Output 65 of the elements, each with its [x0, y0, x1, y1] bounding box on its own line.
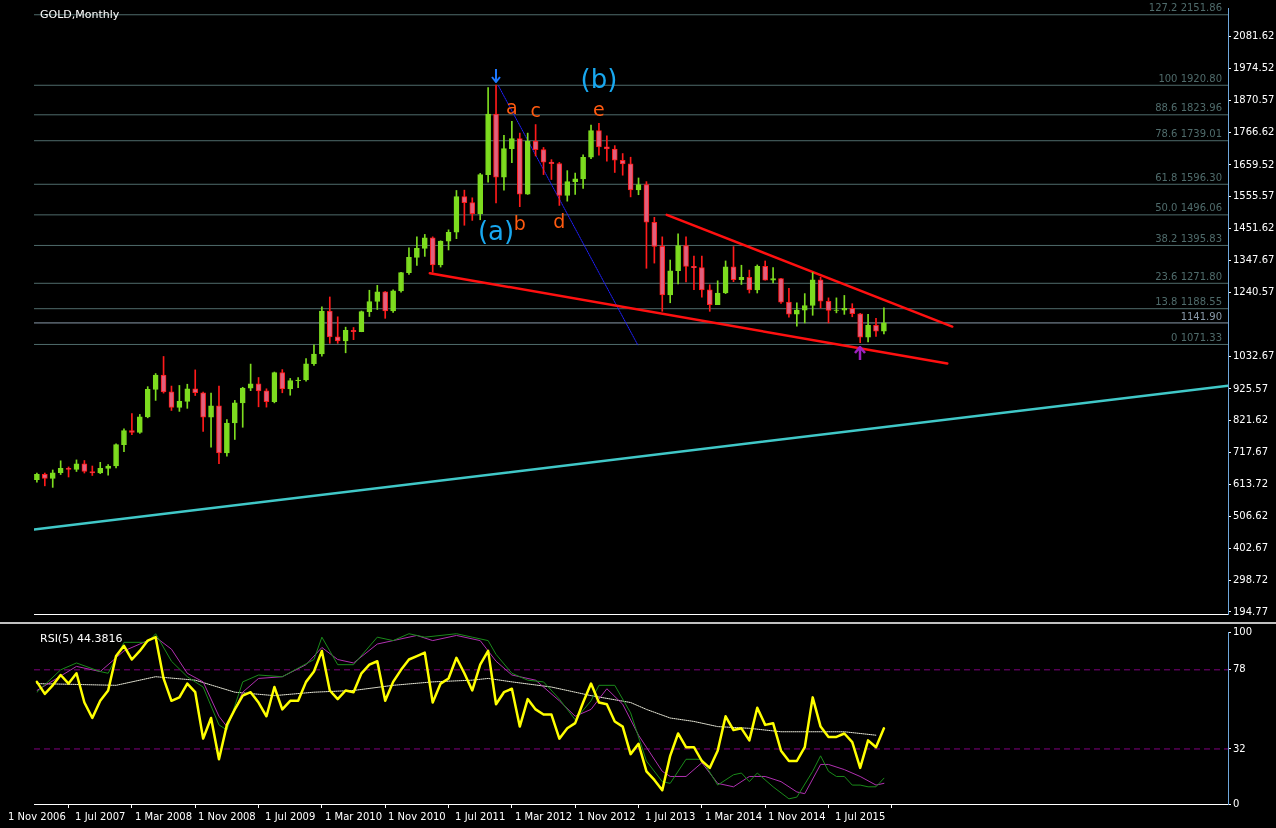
x-tick-label: 1 Nov 2010 — [388, 810, 446, 822]
ref-line-label: 78.6 1739.01 — [1155, 128, 1222, 140]
x-tick-label: 1 Mar 2010 — [325, 810, 383, 822]
y-tick-label: 1974.52 — [1233, 62, 1275, 74]
y-tick-label: 2081.62 — [1233, 29, 1275, 41]
x-tick-label: 1 Nov 2014 — [768, 810, 826, 822]
x-tick-label: 1 Jul 2007 — [75, 810, 126, 822]
candlestick — [619, 153, 626, 176]
candlestick — [89, 465, 96, 476]
annotation: d — [553, 210, 566, 233]
y-tick-label: 613.72 — [1233, 477, 1268, 489]
ref-line-label: 100 1920.80 — [1158, 72, 1222, 84]
x-tick-label: 1 Jul 2015 — [835, 810, 886, 822]
y-tick-label: 194.77 — [1233, 605, 1268, 617]
y-tick-label: 717.67 — [1233, 445, 1268, 457]
x-tick-label: 1 Jul 2013 — [645, 810, 696, 822]
candlestick — [129, 413, 135, 435]
x-tick-label: 1 Mar 2012 — [515, 810, 573, 822]
annotation: (b) — [580, 64, 618, 95]
ref-line-label: 1141.90 — [1180, 310, 1222, 322]
y-tick-label: 1451.62 — [1233, 222, 1275, 234]
candlestick — [295, 377, 301, 388]
x-tick-label: 1 Mar 2014 — [704, 810, 763, 822]
annotation: a — [506, 96, 518, 119]
ref-line-label: 13.8 1188.55 — [1155, 296, 1222, 308]
y-tick-label: 1555.57 — [1233, 190, 1275, 202]
y-tick-label: 821.62 — [1233, 414, 1268, 426]
annotation: b — [513, 211, 526, 234]
ref-line-label: 61.8 1596.30 — [1155, 171, 1222, 183]
y-tick-label: 1766.62 — [1233, 125, 1275, 137]
ref-line-label: 88.6 1823.96 — [1155, 102, 1222, 114]
y-tick-label: 1659.52 — [1233, 158, 1275, 170]
y-tick-label: 1347.67 — [1233, 253, 1275, 265]
annotation: e — [593, 98, 605, 121]
y-tick-label: 100 — [1233, 625, 1253, 637]
x-tick-label: 1 Nov 2012 — [578, 810, 636, 822]
ref-line-label: 50.0 1496.06 — [1155, 202, 1222, 214]
y-tick-label: 0 — [1233, 797, 1240, 809]
annotation: c — [530, 99, 541, 122]
y-tick-label: 925.57 — [1233, 382, 1268, 394]
x-tick-label: 1 Nov 2008 — [198, 810, 256, 822]
candlestick — [192, 369, 199, 396]
ref-line-label: 127.2 2151.86 — [1148, 2, 1222, 14]
chart-title: GOLD,Monthly — [40, 8, 120, 22]
y-tick-label: 1032.67 — [1233, 349, 1275, 361]
x-tick-label: 1 Jul 2009 — [265, 810, 316, 822]
ref-line-label: 0 1071.33 — [1171, 332, 1222, 344]
ref-line-label: 38.2 1395.83 — [1155, 233, 1222, 245]
annotation: (a) — [477, 215, 515, 246]
chart-title: RSI(5) 44.3816 — [40, 632, 123, 646]
candlestick — [770, 267, 776, 284]
x-tick-label: 1 Nov 2006 — [8, 810, 66, 822]
candlestick — [208, 392, 214, 448]
y-tick-label: 1870.57 — [1233, 94, 1275, 106]
y-tick-label: 402.67 — [1233, 542, 1268, 554]
x-tick-label: 1 Jul 2011 — [455, 810, 506, 822]
y-tick-label: 78 — [1233, 663, 1246, 675]
line-series — [36, 676, 877, 736]
y-tick-label: 506.62 — [1233, 510, 1268, 522]
y-tick-label: 32 — [1233, 742, 1246, 754]
y-tick-label: 298.72 — [1233, 573, 1268, 585]
x-tick-label: 1 Mar 2008 — [135, 810, 193, 822]
candlestick — [801, 293, 808, 324]
ref-line-label: 23.6 1271.80 — [1155, 270, 1222, 282]
y-tick-label: 1240.57 — [1233, 286, 1275, 298]
